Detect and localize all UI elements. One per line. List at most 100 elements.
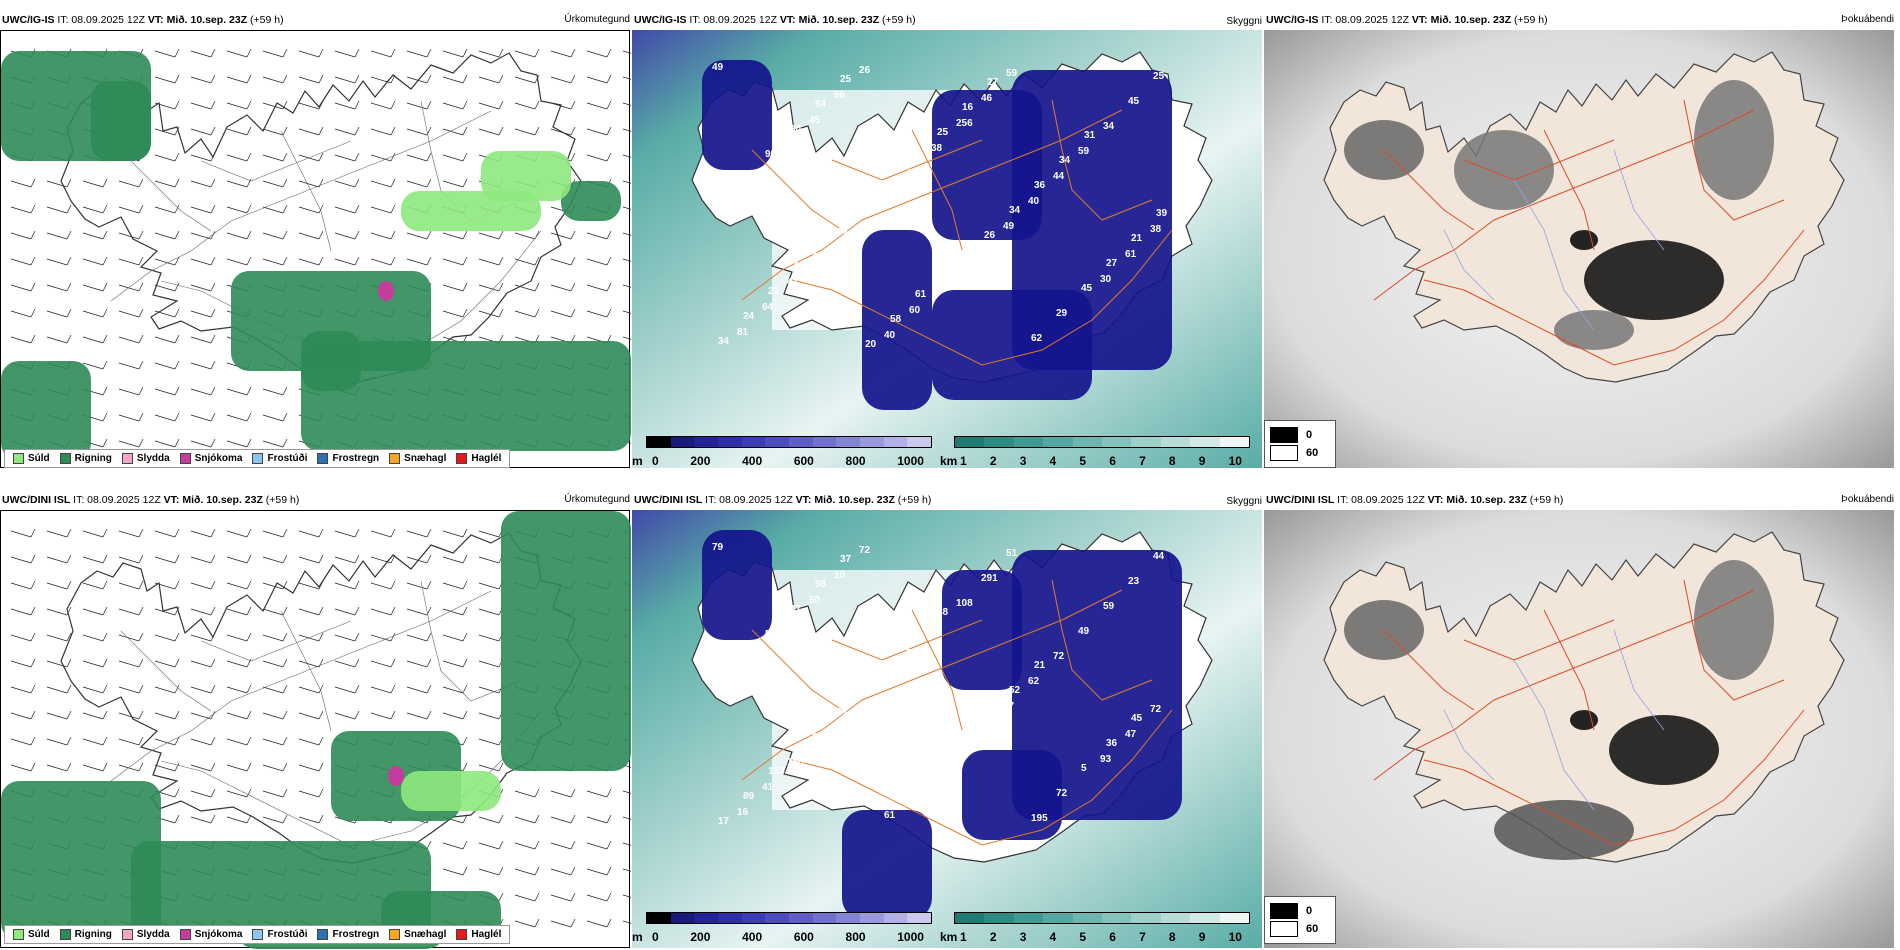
- wind-barb: [442, 230, 468, 240]
- colorbar-cell: [955, 913, 985, 923]
- wind-barb: [550, 788, 576, 798]
- wind-barb: [478, 282, 504, 292]
- legend-item: Súld: [13, 929, 50, 940]
- wind-barb: [298, 528, 324, 538]
- wind-barb: [190, 256, 216, 266]
- cloud-base-value: 97: [934, 280, 946, 291]
- wind-barb: [298, 606, 324, 616]
- wind-barb: [442, 74, 468, 84]
- cloud-base-value: 60: [909, 305, 921, 316]
- wind-barb: [226, 126, 252, 136]
- wind-barb: [118, 308, 144, 318]
- wind-barb: [406, 632, 432, 642]
- colorbar-cell: [860, 913, 884, 923]
- road-line: [1683, 579, 1785, 701]
- wind-barb: [226, 100, 252, 110]
- fog-area: [1570, 230, 1598, 250]
- wind-barb: [226, 178, 252, 188]
- precip-map-title-left: UWC/DINI ISL IT: 08.09.2025 12Z VT: Mið.…: [2, 494, 300, 506]
- wind-barb: [622, 128, 631, 132]
- wind-barb: [154, 100, 180, 110]
- precip-map[interactable]: [0, 30, 631, 468]
- precip-area: [1, 781, 161, 941]
- legend-label: Slydda: [136, 453, 170, 464]
- wind-barb: [118, 438, 144, 448]
- wind-barb: [370, 528, 396, 538]
- colorbar-ramp: [954, 912, 1250, 924]
- road-line: [1373, 109, 1755, 301]
- wind-barb: [154, 334, 180, 344]
- fog-map[interactable]: [1264, 510, 1894, 948]
- precip-map[interactable]: [0, 510, 631, 949]
- low-cloud-area: [962, 750, 1062, 840]
- wind-barb: [262, 386, 288, 396]
- wind-barb: [226, 606, 252, 616]
- wind-barb: [622, 180, 631, 184]
- colorbar-cell: [1072, 437, 1103, 447]
- cloud-base-value: 27: [1106, 258, 1118, 269]
- wind-barb: [190, 282, 216, 292]
- road-line: [1543, 129, 1595, 251]
- wind-barb: [586, 74, 612, 84]
- wind-barb: [298, 710, 324, 720]
- cloud-base-value: 61: [915, 289, 927, 300]
- cloud-base-value: 64: [762, 302, 774, 313]
- wind-barb: [82, 178, 108, 188]
- wind-barb: [478, 814, 504, 824]
- wind-barb: [154, 230, 180, 240]
- cloud-base-value: 62: [1031, 333, 1043, 344]
- wind-barb: [10, 658, 36, 668]
- wind-barb: [226, 256, 252, 266]
- cloud-map[interactable]: 49 45 47 49 30 81 56 38 40 61 64 26 256 44 38 41 40 46 59 1…: [632, 30, 1262, 468]
- wind-barb: [298, 762, 324, 772]
- colorbar-cell: [765, 913, 790, 923]
- wind-barb: [406, 100, 432, 110]
- river-line: [1443, 709, 1495, 781]
- wind-barb: [262, 528, 288, 538]
- road-line: [911, 129, 963, 251]
- colorbar-cell: [741, 437, 766, 447]
- river-line: [1613, 629, 1665, 731]
- colorbar-tick: 800: [845, 454, 866, 468]
- cloud-base-value: 21: [1131, 233, 1143, 244]
- cloud-base-value: 291: [981, 573, 998, 584]
- wind-barb: [622, 790, 631, 794]
- road-line: [420, 580, 522, 702]
- wind-barb: [226, 528, 252, 538]
- wind-barb: [154, 48, 180, 58]
- wind-barb: [190, 308, 216, 318]
- legend-label: Haglél: [471, 453, 502, 464]
- wind-barb: [442, 282, 468, 292]
- legend-item: Haglél: [456, 929, 501, 940]
- wind-barb: [334, 606, 360, 616]
- wind-barb: [622, 868, 631, 872]
- fog-legend-label: 60: [1306, 923, 1319, 935]
- wind-barb: [46, 658, 72, 668]
- wind-barb: [406, 178, 432, 188]
- precip-area: [401, 771, 501, 811]
- wind-barb: [46, 230, 72, 240]
- colorbar-cell: [1043, 913, 1073, 923]
- cloud-base-value: 93: [1100, 754, 1112, 765]
- cloud-base-value: 38: [812, 732, 824, 743]
- legend-swatch: [121, 929, 133, 940]
- wind-barb: [334, 126, 360, 136]
- cloud-base-value: 28: [959, 255, 971, 266]
- cloud-base-value: 58: [890, 314, 902, 325]
- wind-barb: [334, 528, 360, 538]
- cloud-map[interactable]: 79 50 58 87 93 16 10 47 62 47 41 72 108 72 72 150 61 291 4…: [632, 510, 1262, 948]
- cloud-base-value: 48: [937, 607, 949, 618]
- colorbar-tick: 7: [1139, 930, 1146, 944]
- wind-barb: [622, 232, 631, 236]
- wind-barb: [586, 840, 612, 850]
- wind-barb: [298, 204, 324, 214]
- wind-barb: [406, 710, 432, 720]
- wind-barb: [442, 606, 468, 616]
- fog-map[interactable]: [1264, 30, 1894, 468]
- wind-barb: [586, 152, 612, 162]
- wind-barb: [226, 788, 252, 798]
- wind-barb: [622, 102, 631, 106]
- wind-barb: [334, 74, 360, 84]
- wind-barb: [442, 684, 468, 694]
- colorbar-cell: [718, 437, 742, 447]
